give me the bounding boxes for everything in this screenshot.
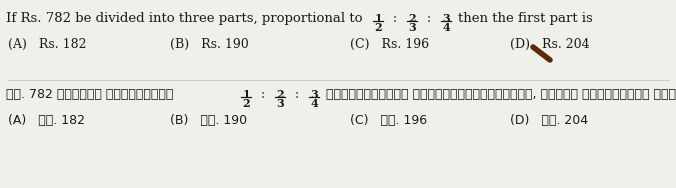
Text: 2: 2 [408, 13, 416, 24]
Text: (C)   Rs. 196: (C) Rs. 196 [350, 38, 429, 51]
Text: 2: 2 [242, 98, 250, 109]
Text: (A)   Rs. 182: (A) Rs. 182 [8, 38, 87, 51]
Text: 2: 2 [276, 89, 284, 100]
Text: 3: 3 [276, 98, 284, 109]
Text: (A)   ரூ. 182: (A) ரூ. 182 [8, 114, 85, 127]
Text: 3: 3 [442, 13, 450, 24]
Text: (B)   ரூ. 190: (B) ரூ. 190 [170, 114, 247, 127]
Text: 3: 3 [408, 22, 416, 33]
Text: (D)   ரூ. 204: (D) ரூ. 204 [510, 114, 588, 127]
Text: 1: 1 [375, 13, 382, 24]
Text: 4: 4 [442, 22, 450, 33]
Text: (D)   Rs. 204: (D) Rs. 204 [510, 38, 589, 51]
Text: :: : [393, 12, 397, 26]
Text: 3: 3 [310, 89, 318, 100]
Text: (B)   Rs. 190: (B) Rs. 190 [170, 38, 249, 51]
Text: 4: 4 [310, 98, 318, 109]
Text: (C)   ரூ. 196: (C) ரூ. 196 [350, 114, 427, 127]
Text: :: : [427, 12, 431, 26]
Text: ரூ. 782 மூன்று பாகங்களாக: ரூ. 782 மூன்று பாகங்களாக [6, 88, 173, 101]
Text: 1: 1 [242, 89, 250, 100]
Text: :: : [295, 89, 299, 102]
Text: If Rs. 782 be divided into three parts, proportional to: If Rs. 782 be divided into three parts, … [6, 12, 362, 25]
Text: விகிதத்தில் பிரிக்கப்பட்டால், முதல் பாகத்தின் மதிப்பு: விகிதத்தில் பிரிக்கப்பட்டால், முதல் பாகத… [326, 88, 676, 101]
Text: then the first part is: then the first part is [458, 12, 593, 25]
Text: :: : [261, 89, 265, 102]
Text: 2: 2 [375, 22, 382, 33]
